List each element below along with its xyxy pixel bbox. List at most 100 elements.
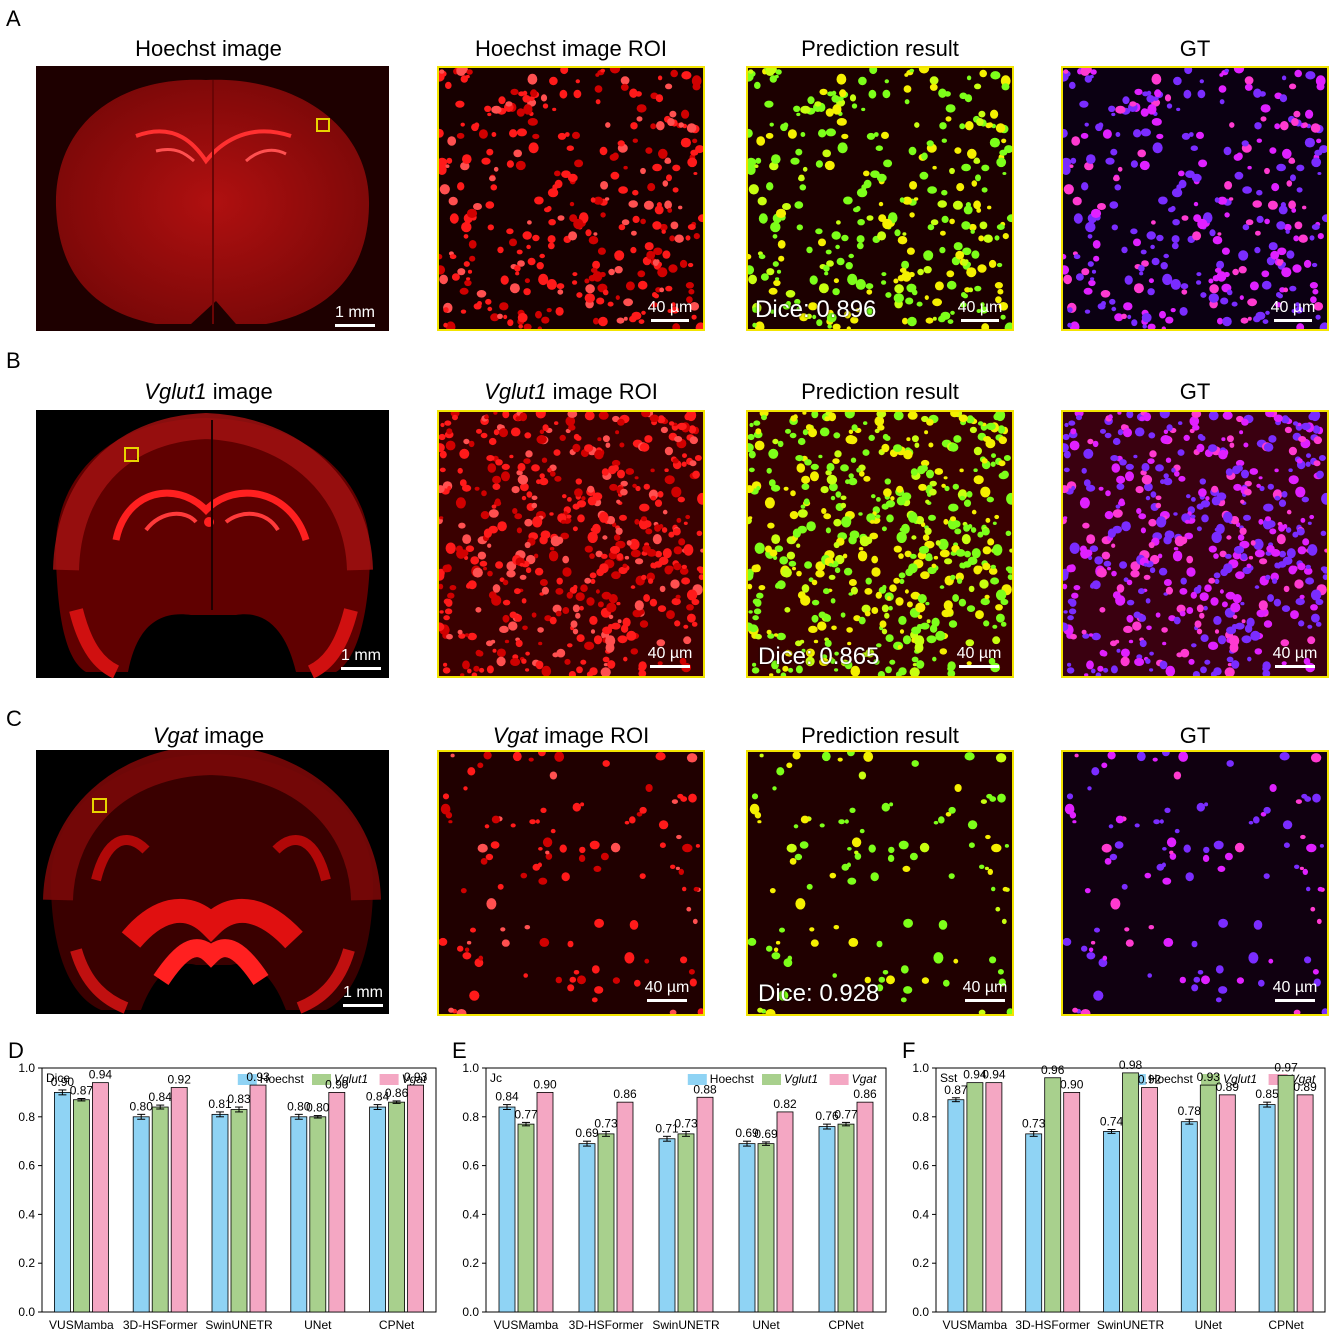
cell-mark [447,485,452,491]
cell-mark [1151,220,1156,225]
cell-mark [908,511,918,523]
cell-mark [850,316,859,324]
cell-mark [439,253,443,260]
cell-mark [776,269,782,274]
cell-mark [1148,278,1154,284]
cell-mark [1276,259,1283,266]
cell-mark [613,534,621,541]
cell-mark [1002,886,1009,892]
cell-mark [1094,556,1104,565]
cell-mark [1127,314,1132,320]
cell-mark [903,449,913,460]
cell-mark [1232,614,1238,619]
cell-mark [846,627,853,633]
roi-box-a [316,118,330,132]
cell-mark [1242,566,1252,575]
cell-mark [1159,412,1170,419]
cell-mark [1159,819,1164,824]
cell-mark [987,205,992,210]
cell-mark [765,68,775,76]
cell-mark [1136,508,1142,514]
cell-mark [664,200,672,210]
cell-mark [462,534,472,544]
cell-mark [1293,1009,1301,1014]
cell-mark [991,886,996,892]
cell-mark [764,497,775,509]
cell-mark [639,806,647,814]
cell-mark [541,316,550,324]
cell-mark [572,280,578,285]
cell-mark [909,181,918,190]
cell-mark [510,88,519,96]
cell-mark [499,428,508,438]
cell-mark [549,76,558,86]
cell-mark [1284,223,1292,231]
cell-mark [928,442,934,448]
cell-mark [1064,803,1075,815]
cell-mark [809,275,818,285]
cell-mark [1264,218,1270,225]
cell-mark [1276,534,1286,545]
cell-mark [940,230,946,236]
cell-mark [457,268,466,276]
cell-mark [947,669,956,676]
cell-mark [893,641,904,650]
cell-mark [857,550,868,562]
cell-mark [823,614,832,622]
cell-mark [569,201,575,207]
cell-mark [1305,109,1314,119]
cell-mark [855,308,861,313]
cell-mark [917,268,924,276]
data-label: 0.93 [1197,1070,1221,1084]
cell-mark [805,656,815,667]
cell-mark [1115,595,1126,606]
cell-mark [572,272,578,277]
cell-mark [981,323,990,329]
cell-mark [827,324,832,329]
cell-mark [1174,470,1180,477]
cell-mark [1098,122,1104,128]
cell-mark [658,820,669,830]
cell-mark [439,433,446,441]
cell-mark [1111,224,1118,231]
cell-mark [926,469,934,479]
cell-mark [796,543,801,548]
cell-mark [1320,566,1327,572]
cell-mark [514,265,521,272]
cell-mark [1192,671,1200,676]
scalebar-c-gt-label: 40 µm [1272,979,1318,996]
cell-mark [555,307,564,316]
cell-mark [831,625,837,631]
cell-mark [807,96,815,105]
cell-mark [1108,415,1113,420]
y-tick-label: 0.4 [18,1207,35,1221]
cell-mark [683,624,689,629]
cell-mark [1004,844,1009,848]
cell-mark [673,562,682,571]
cell-mark [619,514,627,521]
cell-mark [754,598,762,607]
cell-mark [649,414,659,423]
bar [856,1101,874,1313]
legend-label: Vgat [852,1072,877,1086]
cell-mark [875,145,883,151]
cell-mark [1072,820,1077,824]
cell-mark [748,516,753,520]
cell-mark [987,122,993,128]
cell-mark [851,103,858,109]
bar [407,1084,425,1313]
cell-mark [555,610,562,617]
cell-mark [748,937,757,946]
cell-mark [1071,485,1076,491]
cell-mark [680,137,691,148]
cell-mark [980,302,985,307]
cell-mark [573,89,582,99]
cell-mark [501,939,510,947]
cell-mark [463,438,470,445]
cell-mark [526,491,533,498]
cell-mark [878,976,886,983]
cell-mark [1149,651,1154,656]
cell-mark [1093,255,1100,262]
cell-mark [669,1009,677,1014]
cell-mark [614,266,623,274]
